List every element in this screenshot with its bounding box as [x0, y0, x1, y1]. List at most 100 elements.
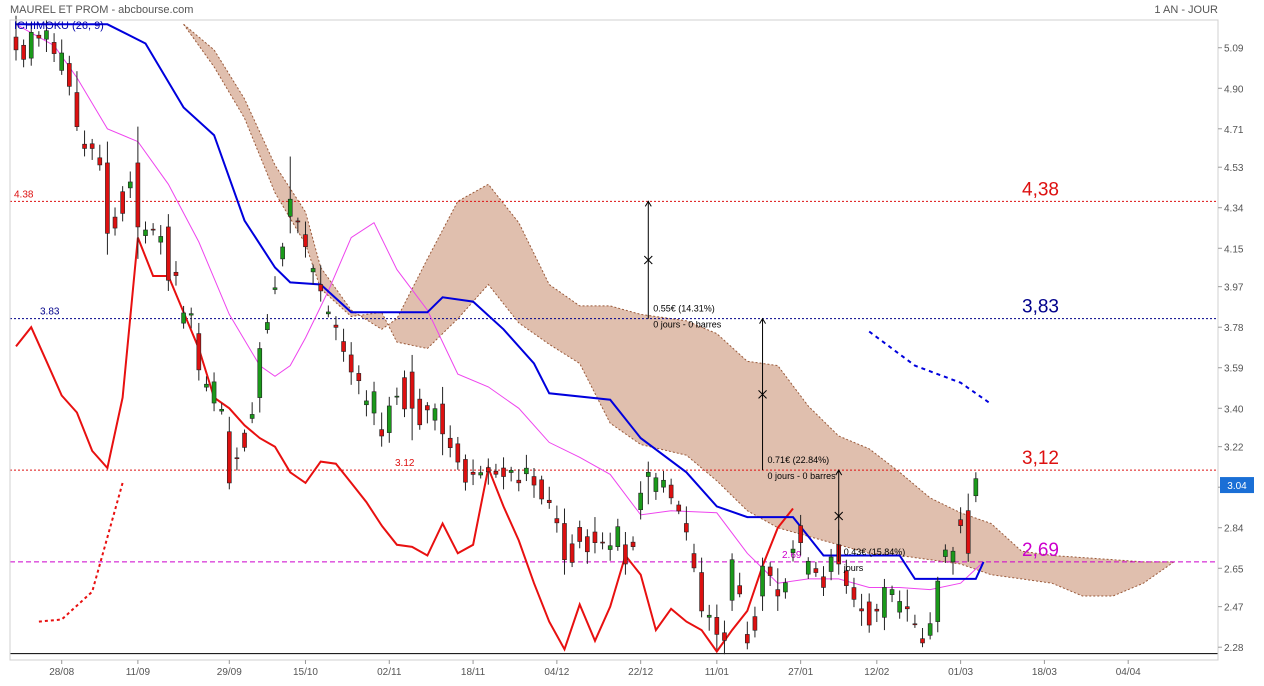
candle-body [249, 414, 255, 419]
candle-body [722, 632, 727, 641]
candle-2 [28, 22, 34, 66]
candle-61 [478, 465, 483, 479]
x-tick-label-13: 04/04 [1116, 667, 1141, 678]
candle-60 [470, 459, 476, 486]
candle-45 [356, 365, 362, 395]
candle-38 [303, 221, 308, 258]
candle-78 [607, 532, 613, 561]
candle-3 [36, 31, 42, 47]
candle-42 [333, 316, 339, 341]
level-label-left-0: 4.38 [14, 189, 34, 200]
y-tick-label-9: 3.40 [1224, 404, 1244, 415]
candle-71 [554, 505, 560, 533]
candle-body [912, 623, 918, 626]
candle-body [417, 398, 423, 426]
x-tick-label-8: 11/01 [705, 667, 730, 678]
candle-66 [516, 469, 522, 492]
candle-body [287, 198, 293, 217]
candle-body [920, 638, 925, 644]
candle-98 [760, 557, 765, 611]
candle-body [234, 457, 240, 460]
candle-109 [844, 559, 849, 594]
candle-8 [74, 71, 80, 131]
candle-body [440, 403, 445, 435]
candle-body [844, 570, 849, 586]
candle-body [546, 499, 552, 503]
senkou-span-a [183, 23, 1174, 563]
candle-body [493, 470, 499, 475]
candle-18 [150, 223, 156, 236]
candle-96 [745, 621, 750, 650]
candle-100 [775, 568, 781, 611]
candle-102 [790, 540, 796, 562]
candle-19 [158, 225, 164, 255]
candle-20 [166, 214, 171, 291]
candle-body [828, 556, 834, 572]
candle-body [188, 313, 194, 316]
candle-body [874, 608, 880, 612]
candle-body [486, 467, 491, 473]
x-tick-label-11: 01/03 [948, 667, 973, 678]
measure-cross-0 [643, 255, 653, 265]
candle-body [478, 472, 483, 476]
candle-84 [653, 472, 659, 500]
candle-body [295, 220, 301, 223]
candle-body [524, 467, 529, 475]
candle-body [105, 162, 110, 234]
candle-123 [950, 546, 956, 575]
candle-11 [97, 144, 103, 171]
y-tick-label-13: 2.65 [1224, 564, 1244, 575]
candle-body [310, 268, 316, 273]
candle-80 [623, 532, 628, 575]
candle-124 [958, 507, 963, 534]
measure-duration-2: jours [843, 563, 864, 573]
candle-body [402, 377, 407, 410]
candle-body [752, 616, 758, 631]
candle-body [112, 216, 118, 229]
candle-55 [432, 403, 438, 431]
candle-56 [440, 386, 445, 456]
candle-body [661, 479, 666, 488]
candle-body [28, 32, 34, 59]
candle-body [166, 226, 171, 281]
y-tick-label-14: 2.47 [1224, 603, 1244, 614]
candle-body [585, 536, 590, 553]
candle-62 [486, 458, 491, 485]
candle-body [600, 541, 605, 544]
candle-47 [371, 381, 377, 426]
candle-23 [188, 307, 194, 329]
measure-value-0: 0.55€ (14.31%) [653, 304, 715, 314]
candle-body [615, 526, 621, 547]
candle-4 [44, 20, 49, 52]
candle-116 [897, 590, 902, 619]
candle-body [935, 580, 941, 622]
candle-body [630, 541, 636, 547]
candle-body [97, 157, 103, 166]
level-label-left-1: 3.83 [40, 307, 60, 318]
candle-body [36, 34, 42, 39]
candle-39 [310, 264, 316, 285]
candle-body [668, 484, 674, 499]
candle-50 [394, 387, 400, 405]
candle-body [798, 525, 803, 543]
candle-body [950, 550, 956, 563]
candle-107 [828, 548, 834, 581]
candle-22 [181, 305, 186, 329]
candle-76 [592, 517, 598, 554]
candle-104 [805, 557, 811, 579]
candle-36 [287, 156, 293, 234]
candle-body [943, 549, 948, 557]
candle-body [607, 545, 613, 550]
kijun-projection [868, 330, 992, 405]
candle-body [143, 229, 148, 236]
candle-body [531, 476, 537, 486]
candle-body [341, 341, 346, 352]
y-tick-label-3: 4.53 [1224, 163, 1244, 174]
candle-105 [813, 561, 819, 577]
candle-body [592, 531, 598, 543]
candle-41 [326, 305, 331, 318]
chikou-span-projection [38, 482, 124, 623]
candle-body [226, 431, 232, 484]
candle-body [333, 324, 339, 328]
